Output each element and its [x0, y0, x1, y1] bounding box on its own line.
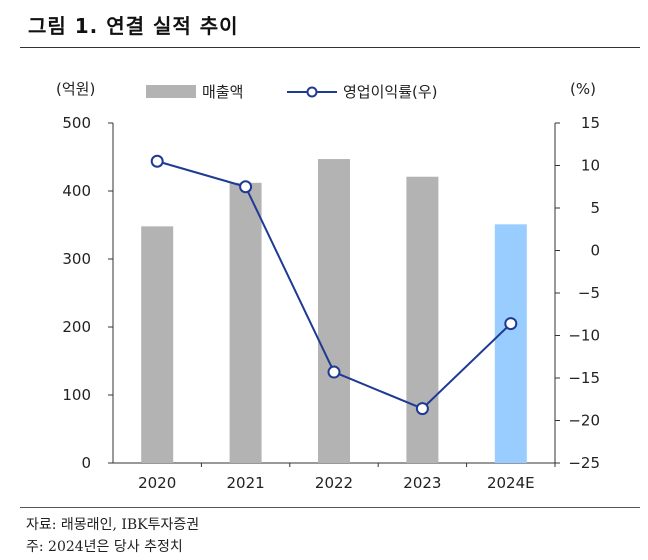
left-tick-label: 400 — [62, 182, 91, 200]
op-margin-point — [150, 154, 164, 168]
right-tick-label: 15 — [581, 114, 600, 132]
op-margin-point — [239, 180, 253, 194]
right-axis-unit: (%) — [570, 80, 596, 98]
legend-margin-label: 영업이익률(우) — [343, 83, 438, 101]
figure-title: 그림 1. 연결 실적 추이 — [28, 14, 239, 38]
op-margin-point — [327, 365, 341, 379]
right-tick-label: −20 — [568, 412, 600, 430]
right-tick-label: −25 — [568, 454, 600, 472]
x-tick-label: 2023 — [403, 474, 441, 492]
source-note: 자료: 래몽래인, IBK투자증권 — [26, 517, 200, 533]
left-tick-label: 200 — [62, 318, 91, 336]
x-tick-label: 2022 — [315, 474, 353, 492]
revenue-bar — [406, 176, 439, 463]
revenue-bar — [318, 159, 350, 464]
right-tick-label: 10 — [581, 157, 600, 175]
left-tick-label: 300 — [62, 250, 91, 268]
right-tick-label: −10 — [568, 327, 600, 345]
revenue-bar — [229, 182, 262, 463]
revenue-bar — [141, 226, 174, 463]
right-tick-label: −5 — [578, 284, 600, 302]
left-tick-label: 0 — [81, 454, 91, 472]
right-tick-label: 0 — [590, 242, 600, 260]
x-tick-label: 2021 — [227, 474, 265, 492]
left-axis-unit: (억원) — [56, 80, 95, 98]
footer-divider — [20, 507, 640, 508]
right-tick-label: 5 — [590, 199, 600, 217]
footnote: 주: 2024년은 당사 추정치 — [26, 539, 183, 555]
right-tick-label: −15 — [568, 369, 600, 387]
op-margin-point — [415, 402, 429, 416]
x-tick-label: 2020 — [138, 474, 176, 492]
combo-chart: 0 100 200 300 400 500 15 10 5 0 −5 −10 −15 −20 −25 (억원)… — [56, 80, 600, 492]
left-tick-label: 500 — [62, 114, 91, 132]
x-tick-label: 2024E — [487, 474, 535, 492]
revenue-bar — [494, 224, 527, 463]
legend-margin-marker — [306, 86, 318, 98]
title-divider — [20, 47, 640, 48]
left-tick-label: 100 — [62, 386, 91, 404]
legend-revenue-swatch — [146, 85, 196, 98]
op-margin-point — [504, 317, 518, 331]
legend-revenue-label: 매출액 — [202, 83, 243, 101]
